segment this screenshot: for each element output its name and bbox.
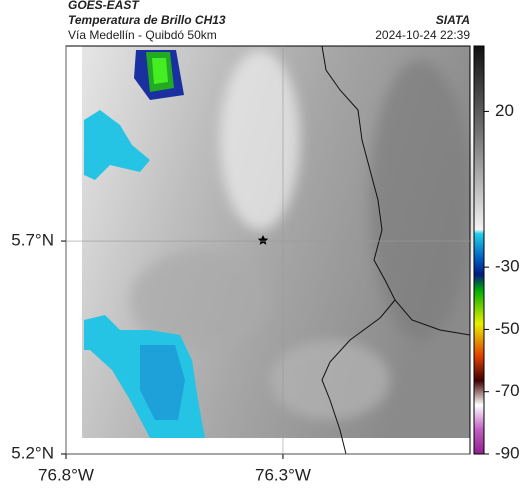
product: Temperatura de Brillo CH13 [68, 13, 226, 27]
colorbar-tick-label: 20 [495, 101, 514, 120]
agency: SIATA [436, 13, 470, 27]
colorbar-tick-label: -90 [495, 443, 520, 462]
colorbar-tick-label: -50 [495, 319, 520, 338]
satellite-image [82, 45, 471, 455]
colorbar-tick-label: -30 [495, 257, 520, 276]
y-tick-label: 5.7°N [11, 231, 54, 250]
x-tick-label: 76.8°W [38, 465, 94, 484]
timestamp: 2024-10-24 22:39 [375, 28, 470, 42]
city-marker [257, 235, 269, 245]
region: Vía Medellín - Quibdó 50km [68, 28, 217, 42]
source: GOES-EAST [68, 0, 140, 12]
colorbar-tick-label: -70 [495, 381, 520, 400]
x-tick-label: 76.3°W [255, 465, 311, 484]
colorbar [473, 45, 485, 455]
y-tick-label: 5.2°N [11, 443, 54, 462]
